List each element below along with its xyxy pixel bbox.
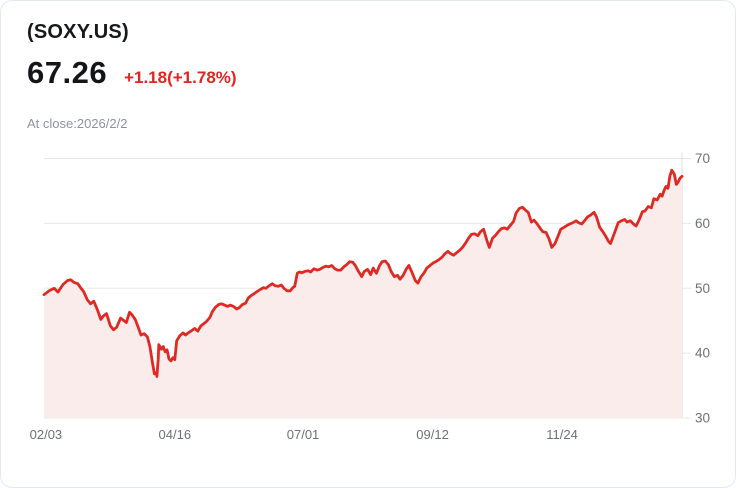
x-tick-label: 02/03 [30, 427, 63, 442]
y-tick-label: 40 [695, 346, 710, 361]
price-line [42, 168, 684, 378]
ticker-symbol: (SOXY.US) [27, 21, 129, 43]
x-tick-label: 07/01 [287, 427, 320, 442]
close-date-note: At close:2026/2/2 [27, 116, 128, 131]
price-row: 67.26 +1.18(+1.78%) [27, 55, 237, 91]
price-area-fill [44, 170, 682, 418]
y-tick-label: 50 [695, 281, 710, 296]
x-tick-label: 09/12 [416, 427, 449, 442]
x-tick-label: 11/24 [546, 427, 578, 442]
x-tick-label: 04/16 [159, 427, 192, 442]
price-change: +1.18(+1.78%) [124, 68, 237, 87]
y-tick-label: 30 [695, 411, 710, 426]
y-tick-label: 70 [695, 151, 710, 166]
y-tick-label: 60 [695, 216, 710, 231]
last-price: 67.26 [27, 55, 108, 90]
